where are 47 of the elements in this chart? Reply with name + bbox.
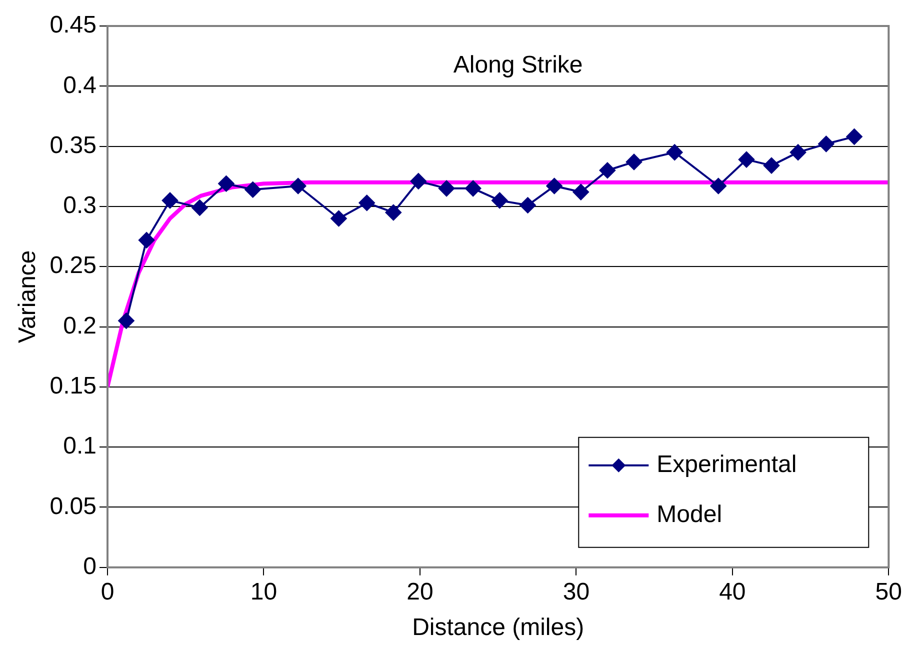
point — [738, 152, 754, 168]
point — [138, 232, 155, 248]
point — [572, 184, 589, 200]
x-tick-label: 50 — [875, 578, 902, 606]
point — [492, 192, 508, 208]
point — [599, 162, 616, 178]
point — [626, 154, 642, 170]
point — [818, 136, 834, 152]
y-tick-label: 0 — [83, 553, 97, 580]
x-axis-title: Distance (miles) — [412, 614, 584, 642]
y-tick-label: 0.4 — [63, 72, 97, 99]
point — [790, 144, 806, 160]
legend-label: Model — [656, 501, 722, 528]
text: Along Strike — [453, 52, 583, 79]
point — [763, 158, 780, 174]
y-axis-title: Variance — [14, 250, 42, 344]
x-tick-label: 40 — [719, 578, 746, 606]
y-tick-label: 0.2 — [63, 312, 97, 340]
x-tick-label: 10 — [250, 578, 278, 606]
y-tick-label: 0.3 — [63, 192, 97, 220]
point — [192, 200, 208, 216]
point — [244, 182, 261, 198]
point — [465, 180, 482, 196]
y-tick-label: 0.25 — [50, 252, 97, 280]
point — [358, 194, 375, 211]
point — [438, 180, 455, 196]
point — [666, 144, 683, 160]
y-tick-label: 0.15 — [50, 372, 97, 400]
point — [846, 128, 862, 145]
x-tick-label: 20 — [406, 578, 434, 606]
y-tick-label: 0.1 — [63, 432, 97, 460]
point — [118, 312, 134, 329]
point — [330, 210, 347, 226]
point — [410, 173, 426, 190]
y-tick-label: 0.35 — [50, 132, 97, 159]
point — [385, 204, 402, 220]
point — [162, 192, 178, 208]
point — [218, 176, 234, 192]
y-tick-label: 0.45 — [50, 12, 97, 39]
legend-label: Experimental — [656, 451, 797, 478]
x-tick-label: 0 — [100, 578, 114, 606]
point — [290, 178, 306, 194]
point — [546, 178, 562, 194]
y-tick-label: 0.05 — [50, 492, 97, 520]
point — [710, 178, 726, 194]
point — [520, 197, 536, 214]
x-tick-label: 30 — [562, 578, 590, 606]
